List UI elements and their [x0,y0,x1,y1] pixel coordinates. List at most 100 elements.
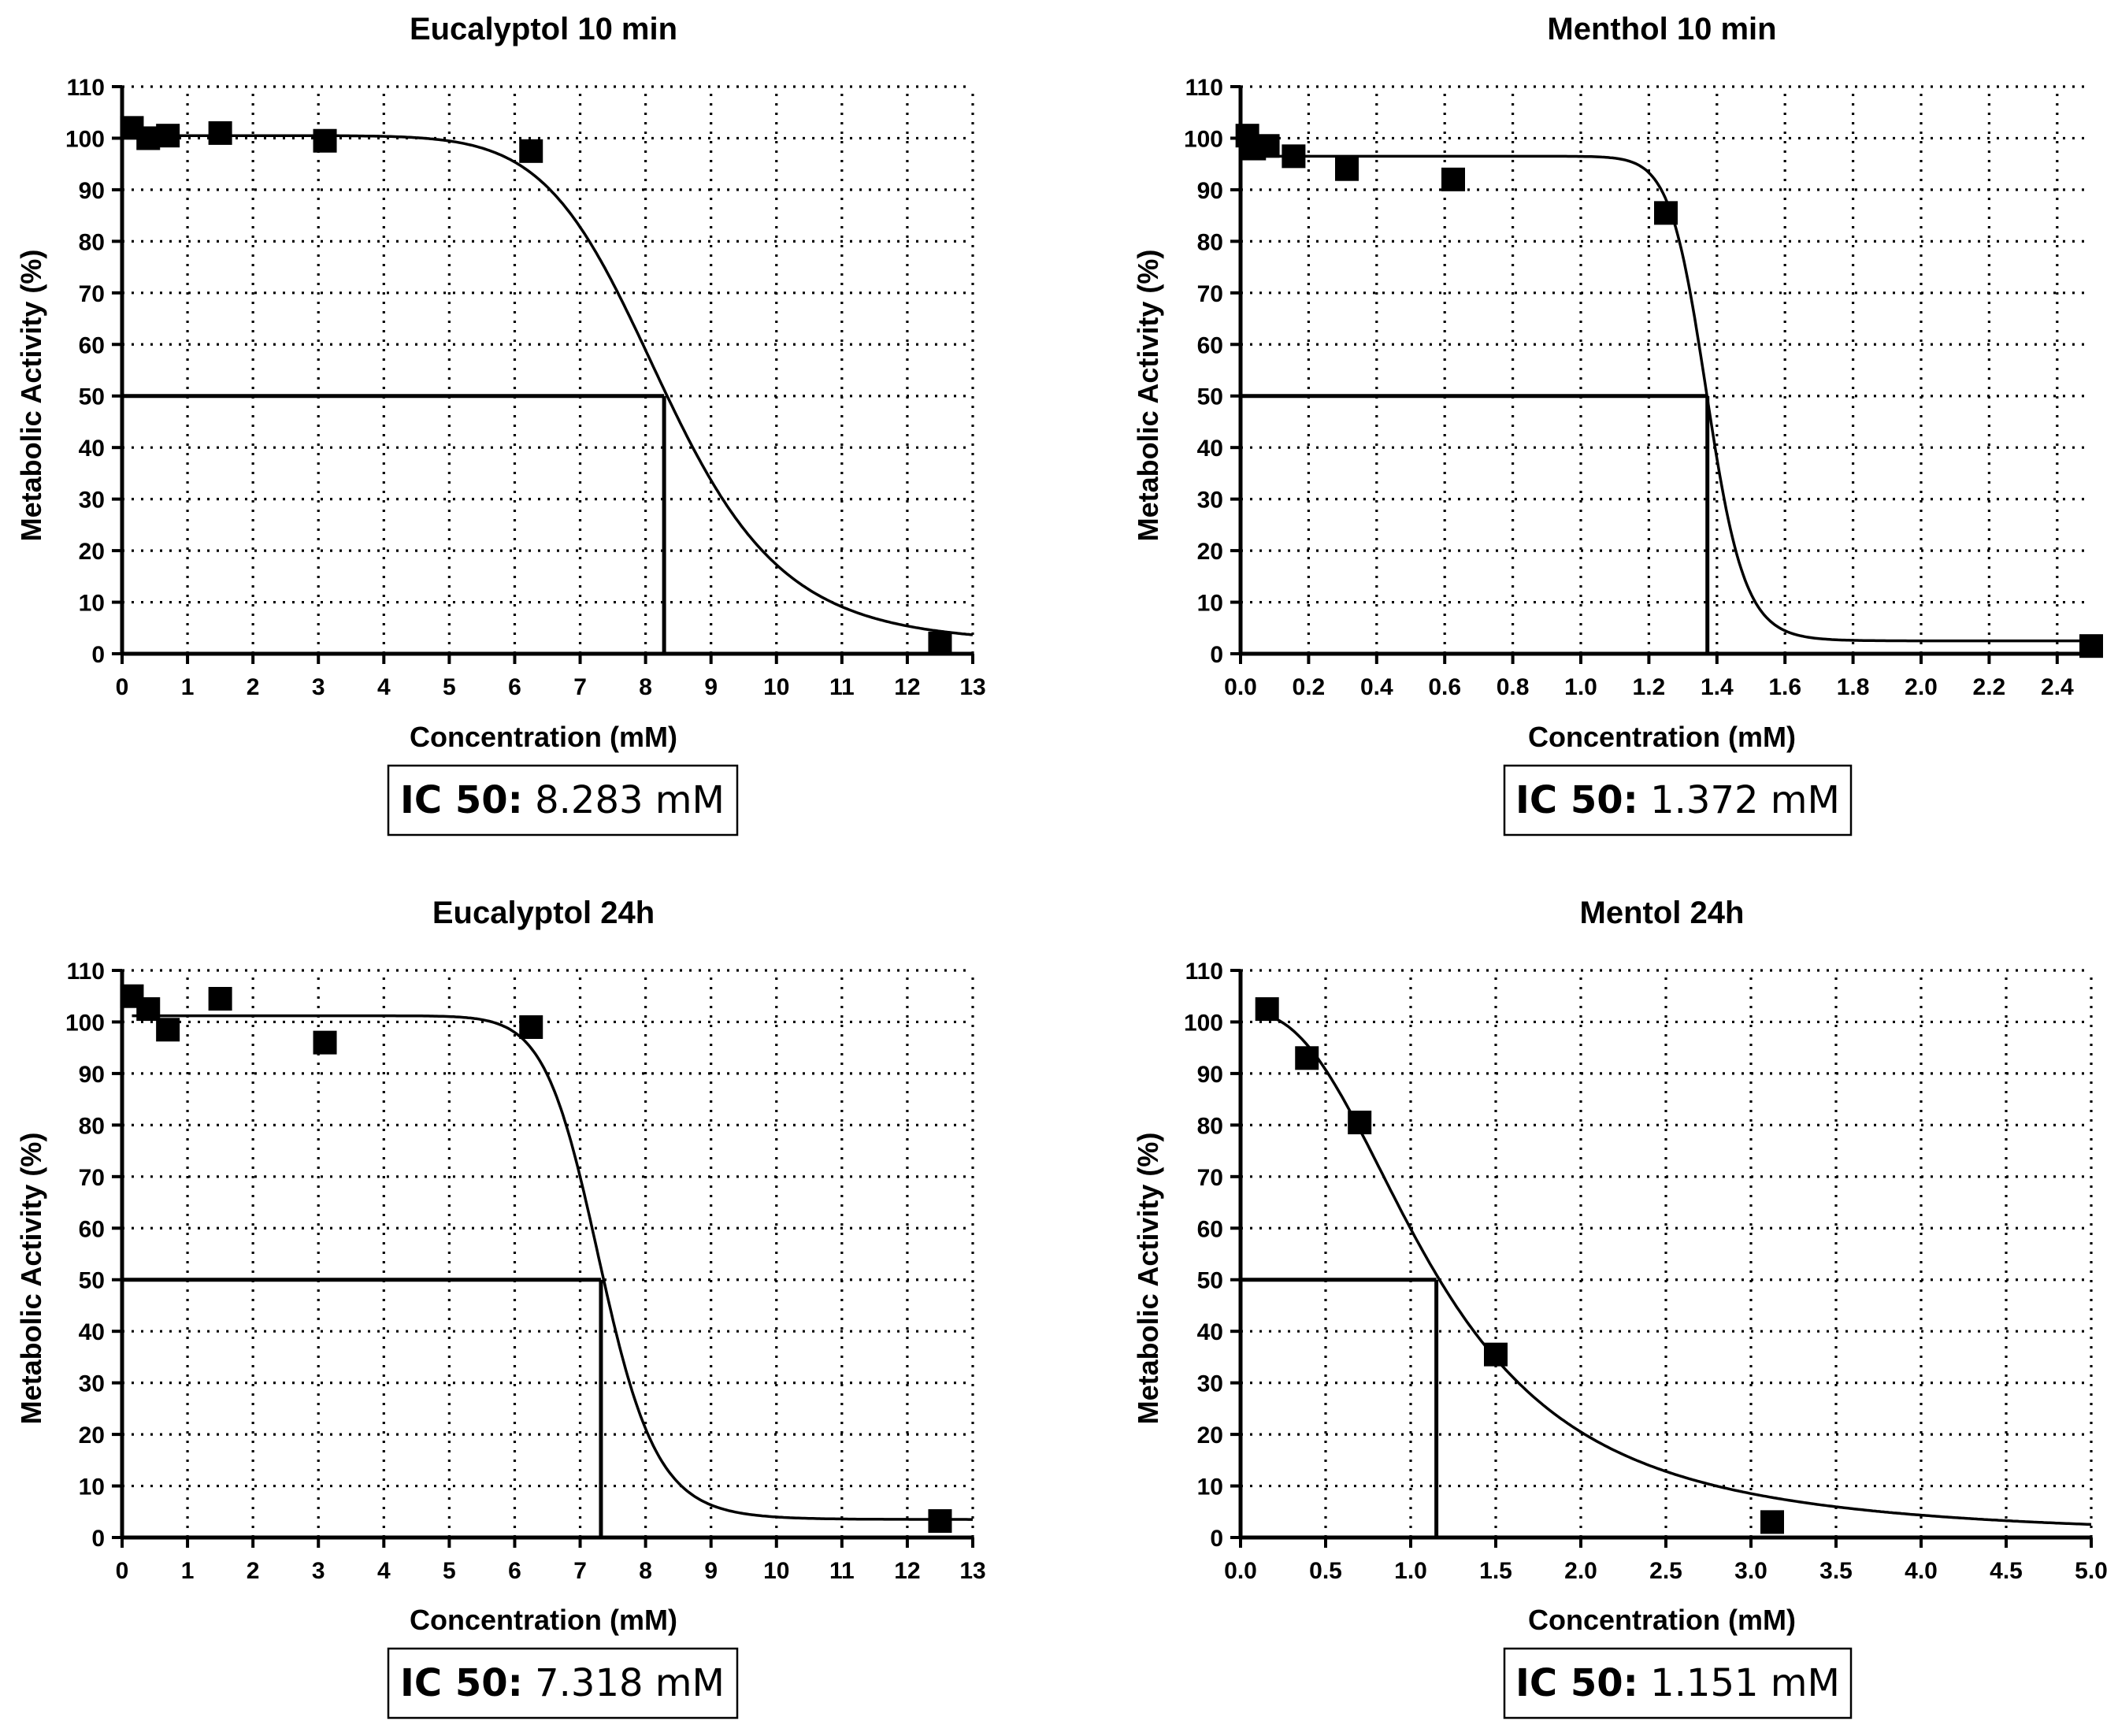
ic50-box [387,1647,739,1719]
x-tick-label: 3 [312,1558,325,1584]
x-tick-label: 1.6 [1768,674,1801,700]
y-tick-label: 30 [1197,1371,1223,1397]
ic50-box [1503,764,1853,836]
x-tick-label: 0.6 [1428,674,1461,700]
x-tick-label: 13 [959,674,985,700]
panel-mentol-24h: Mentol 24h Concentration (mM) Metabolic … [1132,896,2108,1719]
x-tick-label: 10 [763,674,789,700]
y-axis-label: Metabolic Activity (%) [15,250,47,542]
data-point [1654,201,1678,225]
panel-eucalyptol-24h: Eucalyptol 24h Concentration (mM) Metabo… [15,896,986,1719]
data-point [1255,997,1279,1022]
y-axis-label: Metabolic Activity (%) [15,1133,47,1425]
chart-title: Menthol 10 min [1547,12,1776,46]
x-tick-label: 0.2 [1293,674,1326,700]
data-point [156,124,180,148]
panel-menthol-10min: Menthol 10 min Concentration (mM) Metabo… [1132,12,2103,836]
x-axis-label: Concentration (mM) [410,721,677,753]
x-tick-label: 0.5 [1309,1558,1342,1584]
x-tick-label: 5 [443,674,456,700]
y-tick-label: 100 [65,126,105,152]
data-point [1295,1046,1319,1070]
y-tick-label: 20 [79,539,105,565]
y-tick-label: 110 [67,959,105,985]
x-tick-label: 9 [704,674,718,700]
fit-curve [1267,1014,2092,1526]
data-point [313,128,337,153]
x-tick-label: 11 [829,1558,855,1584]
y-tick-label: 70 [79,281,105,307]
y-tick-label: 60 [1197,1216,1223,1242]
y-tick-label: 10 [1197,591,1223,617]
y-axis-label: Metabolic Activity (%) [1132,1133,1164,1425]
x-tick-label: 7 [573,1558,587,1584]
y-tick-label: 40 [79,436,105,462]
y-tick-label: 70 [79,1165,105,1191]
ic50-annotation: IC 50: 1.372 mM [1515,778,1840,822]
x-tick-label: 12 [894,1558,920,1584]
x-tick-label: 12 [894,674,920,700]
y-tick-label: 50 [79,1268,105,1294]
x-tick-label: 7 [573,674,587,700]
x-tick-label: 2.2 [1973,674,2006,700]
y-tick-label: 0 [1210,642,1223,668]
y-tick-label: 20 [79,1423,105,1449]
y-tick-label: 40 [1197,436,1223,462]
x-tick-label: 2.0 [1905,674,1938,700]
data-point [519,139,543,163]
y-tick-label: 100 [1184,126,1223,152]
y-tick-label: 40 [1197,1319,1223,1345]
y-tick-label: 100 [65,1010,105,1036]
y-tick-label: 110 [67,75,105,101]
y-tick-label: 80 [79,1113,105,1139]
y-tick-label: 10 [79,1474,105,1500]
plot-area: 0 1 2 3 4 5 6 7 8 9 10 11 12 130102030405060708090100… [65,959,986,1584]
fit-curve [1247,154,2091,643]
y-tick-label: 80 [79,229,105,255]
data-point [519,1015,543,1039]
x-tick-label: 6 [508,1558,521,1584]
y-tick-label: 20 [1197,1423,1223,1449]
panel-eucalyptol-10min: Eucalyptol 10 min Concentration (mM) Met… [15,12,986,836]
x-tick-label: 5 [443,1558,456,1584]
x-tick-label: 6 [508,674,521,700]
y-tick-label: 0 [91,1526,105,1552]
x-axis-label: Concentration (mM) [1528,721,1796,753]
x-tick-label: 1.5 [1479,1558,1512,1584]
y-tick-label: 70 [1197,281,1223,307]
y-tick-label: 50 [79,384,105,410]
x-tick-label: 1.0 [1564,674,1597,700]
y-tick-label: 50 [1197,384,1223,410]
data-point [928,1509,952,1534]
x-tick-label: 10 [763,1558,789,1584]
x-tick-label: 4 [377,1558,391,1584]
fit-curve [132,134,974,636]
ic50-label: IC 50: [1515,778,1638,822]
x-tick-label: 1.0 [1394,1558,1427,1584]
x-tick-label: 3.5 [1819,1558,1853,1584]
ic50-label: IC 50: [400,778,523,822]
y-tick-label: 10 [79,591,105,617]
x-tick-label: 11 [829,674,855,700]
x-tick-label: 1 [181,1558,195,1584]
x-tick-label: 0 [116,1558,129,1584]
data-point [1282,144,1306,169]
ic50-label: IC 50: [1515,1661,1638,1705]
ic50-value: 8.283 mM [535,778,725,822]
plot-area: 0.0 0.2 0.4 0.6 0.8 1.0 1.2 1.4 1.6 1.8 2.0 2.2 2.4 0… [1184,75,2103,700]
x-tick-label: 3 [312,674,325,700]
x-tick-label: 0.0 [1224,674,1257,700]
x-tick-label: 2 [247,674,260,700]
data-point [156,1018,180,1042]
y-tick-label: 60 [1197,332,1223,358]
y-tick-label: 80 [1197,1113,1223,1139]
ic50-value: 1.151 mM [1650,1661,1840,1705]
y-axis-label: Metabolic Activity (%) [1132,250,1164,542]
x-tick-label: 0 [116,674,129,700]
x-tick-label: 8 [639,1558,652,1584]
x-tick-label: 4.0 [1905,1558,1938,1584]
x-tick-label: 0.8 [1497,674,1530,700]
chart-title: Eucalyptol 10 min [410,12,677,46]
y-tick-label: 30 [1197,488,1223,514]
